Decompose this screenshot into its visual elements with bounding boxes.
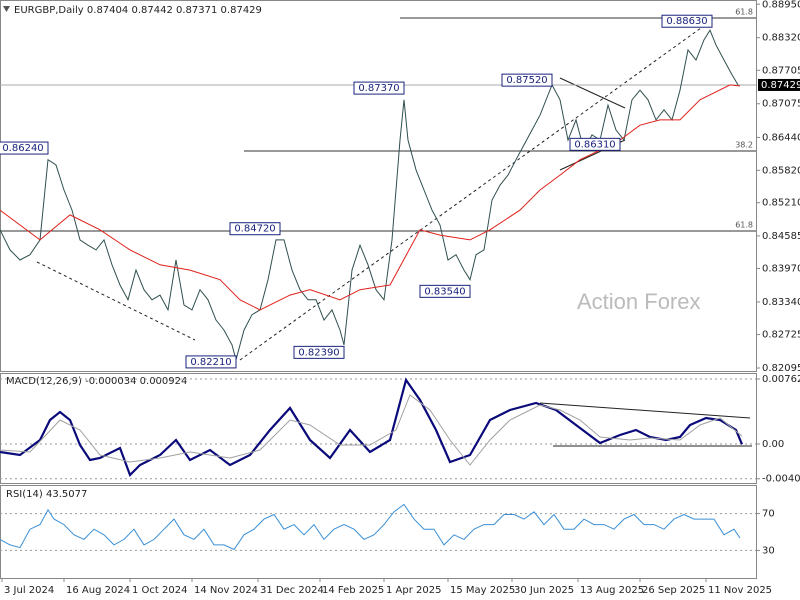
macd-panel <box>0 373 757 484</box>
price-header: EURGBP,Daily 0.87404 0.87442 0.87371 0.8… <box>14 5 262 16</box>
price-annotation-box <box>419 284 471 298</box>
price-annotation-box <box>353 81 405 95</box>
last-price-box <box>758 78 800 91</box>
x-tick-label: 15 May 2025 <box>450 585 515 596</box>
x-tick-label: 26 Sep 2025 <box>642 585 705 596</box>
x-tick-label: 1 Apr 2025 <box>386 585 441 596</box>
price-annotation: 0.87370 <box>358 83 399 94</box>
symbol: EURGBP,Daily <box>14 5 84 16</box>
price-annotation: 0.82390 <box>298 347 339 358</box>
price-annotation-box <box>293 345 345 359</box>
x-tick-label: 11 Nov 2025 <box>708 585 772 596</box>
y-tick-label: 0.85210 <box>762 198 800 209</box>
trend-line <box>539 402 751 419</box>
price-annotation-box <box>661 14 713 28</box>
price-annotation: 0.86310 <box>574 139 615 150</box>
price-annotation: 0.84720 <box>234 224 275 235</box>
header-icon <box>3 6 10 12</box>
series-line <box>0 84 741 311</box>
fib-label: 61.8 <box>735 8 753 17</box>
trend-line <box>36 261 196 341</box>
signal-reading: 0.000924 <box>140 376 188 387</box>
x-tick-label: 14 Feb 2025 <box>322 585 384 596</box>
y-tick-label: 70 <box>762 509 775 520</box>
x-tick-label: 13 Aug 2025 <box>580 585 644 596</box>
fib-label: 38.2 <box>735 140 753 149</box>
macd-header: MACD(12,26,9) -0.000034 0.000924 <box>6 376 187 387</box>
price-annotation-box <box>569 137 621 151</box>
series-line <box>0 503 741 551</box>
y-tick-label: 0.00 <box>762 439 784 450</box>
price-annotation: 0.88630 <box>666 16 707 27</box>
price-annotation-box <box>185 355 237 369</box>
x-tick-label: 30 Jun 2025 <box>514 585 574 596</box>
y-tick-label: 0.83340 <box>762 297 800 308</box>
price-panel <box>0 0 757 372</box>
close: 0.87429 <box>221 5 262 16</box>
x-tick-label: 31 Dec 2024 <box>260 585 324 596</box>
y-tick-label: 0.84585 <box>762 231 800 242</box>
low: 0.87371 <box>176 5 217 16</box>
y-tick-label: 0.87075 <box>762 99 800 110</box>
y-tick-label: 30 <box>762 545 775 556</box>
x-tick-label: 16 Aug 2024 <box>66 585 130 596</box>
trend-line <box>239 19 713 361</box>
y-tick-label: 0.88320 <box>762 33 800 44</box>
y-tick-label: 0.82725 <box>762 330 800 341</box>
price-annotation: 0.82210 <box>190 357 231 368</box>
y-tick-label: 0.88950 <box>762 0 800 10</box>
rsi-reading: 43.5077 <box>46 489 87 500</box>
y-tick-label: 0.87705 <box>762 65 800 76</box>
y-tick-label: 0.007623 <box>762 374 800 385</box>
rsi-panel <box>0 485 757 579</box>
trend-line <box>559 77 626 109</box>
y-tick-label: 0.85820 <box>762 165 800 176</box>
y-tick-label: 0.86440 <box>762 132 800 143</box>
series-line <box>0 377 744 477</box>
macd-reading: -0.000034 <box>85 376 136 387</box>
macd-title: MACD(12,26,9) <box>6 376 82 387</box>
y-tick-label: 0.83970 <box>762 264 800 275</box>
last-price-label: 0.87429 <box>761 80 800 91</box>
series-line <box>0 394 743 466</box>
x-tick-label: 1 Oct 2024 <box>132 585 187 596</box>
high: 0.87442 <box>131 5 172 16</box>
y-tick-label: -0.004073 <box>762 474 800 485</box>
x-tick-label: 14 Nov 2024 <box>194 585 258 596</box>
rsi-header: RSI(14) 43.5077 <box>6 489 87 500</box>
rsi-title: RSI(14) <box>6 489 43 500</box>
watermark: Action Forex <box>577 289 701 314</box>
price-annotation-box <box>0 141 49 155</box>
fib-label: 61.8 <box>735 221 753 230</box>
price-annotation-box <box>229 222 281 236</box>
price-annotation-box <box>501 73 553 87</box>
price-annotation: 0.83540 <box>424 286 465 297</box>
series-line <box>0 29 739 362</box>
y-tick-label: 0.82095 <box>762 363 800 374</box>
price-annotation: 0.86240 <box>2 143 43 154</box>
price-annotation: 0.87520 <box>506 75 547 86</box>
x-tick-label: 3 Jul 2024 <box>4 585 54 596</box>
open: 0.87404 <box>87 5 128 16</box>
